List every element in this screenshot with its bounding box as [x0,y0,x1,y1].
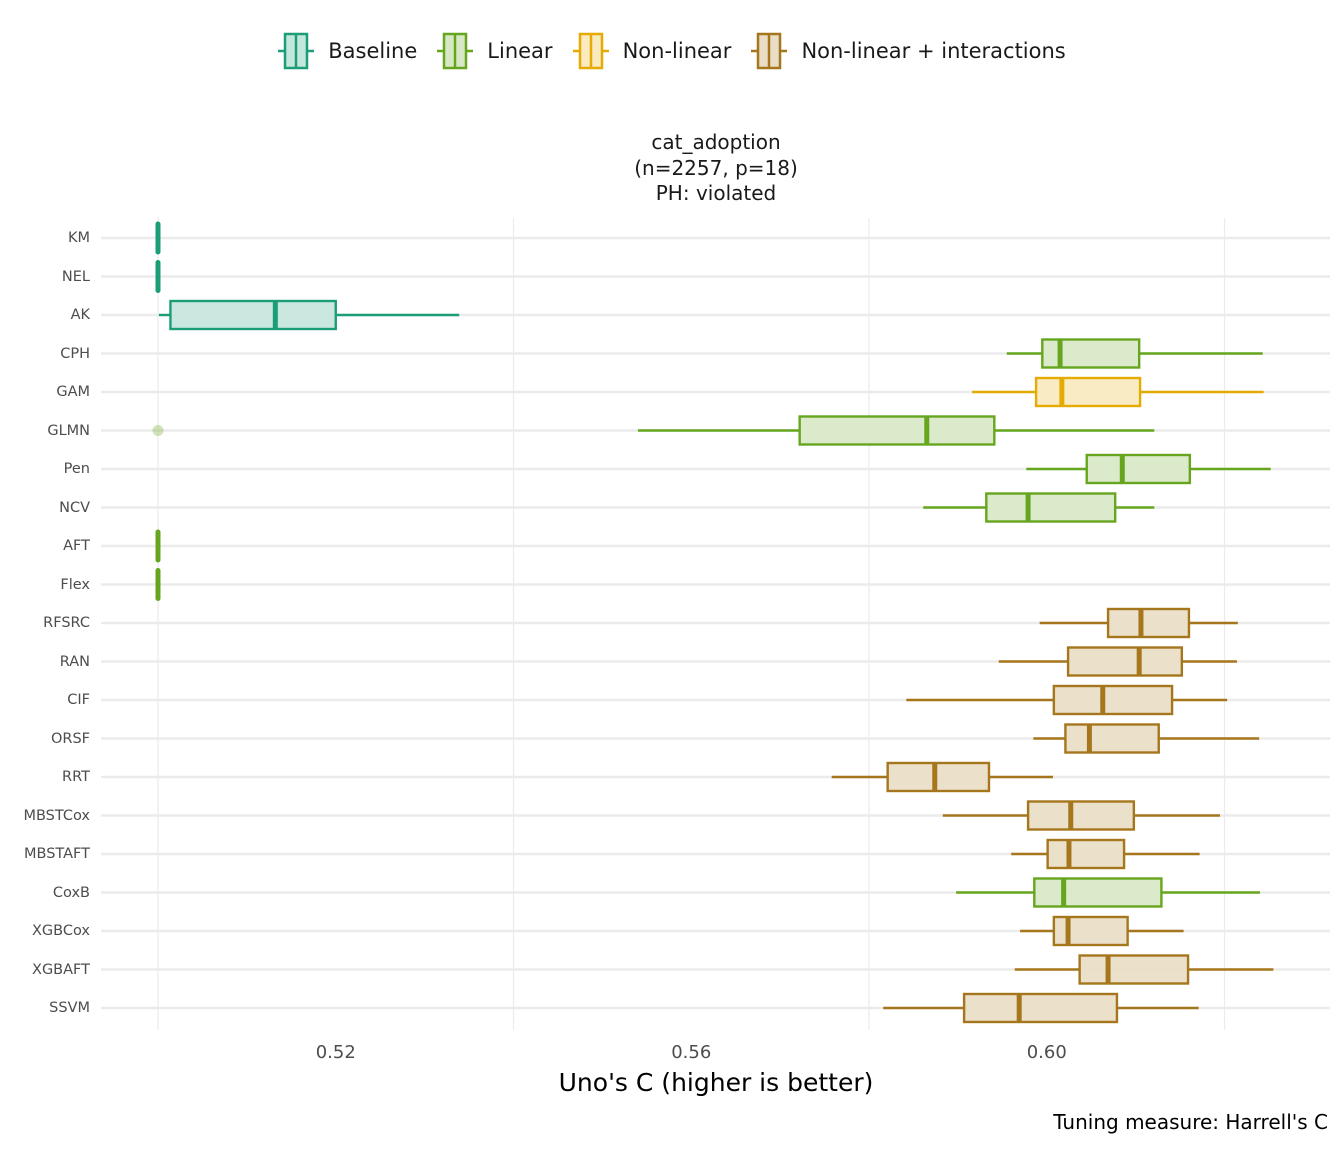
y-tick-label: RAN [59,653,90,670]
y-tick-label: MBSTAFT [23,846,90,862]
box-CoxB [1033,877,1163,908]
box-Pen [1085,453,1192,485]
legend: Baseline Linear Non-linear Non-linear + … [0,32,1344,70]
y-tick-label: RRT [62,769,90,785]
y-tick-label: GAM [56,384,90,400]
legend-label: Non-linear + interactions [801,39,1066,63]
box-RAN [1066,646,1184,677]
y-tick-label: SSVM [49,1000,90,1016]
caption: Tuning measure: Harrell's C [1053,1110,1328,1134]
legend-key-baseline [278,32,315,70]
box-RFSRC [1106,607,1191,639]
y-tick-label: NEL [61,268,90,285]
outlier-point-GLMN [152,425,164,436]
box-XGBAFT [1078,954,1190,985]
box-GAM [1034,376,1142,408]
box-AK [169,299,337,331]
x-tick-label: 0.60 [1026,1042,1067,1063]
box-CPH [1041,338,1141,369]
box-XGBCox [1052,915,1129,947]
y-tick-label: AK [70,307,90,323]
box-MBSTCox [1026,800,1136,831]
legend-key-linear [437,32,474,70]
y-tick-label: KM [67,230,90,246]
legend-item-non-linear: Non-linear [572,32,732,70]
box-RRT [886,761,991,793]
y-tick-label: Pen [63,461,90,477]
legend-label: Linear [487,39,553,63]
y-tick-label: XGBCox [32,923,90,939]
box-MBSTAFT [1046,838,1126,870]
legend-item-baseline: Baseline [278,32,417,70]
legend-item-non-linear-interactions: Non-linear + interactions [751,32,1066,70]
y-tick-label: ORSF [50,730,90,747]
legend-key-non-linear [572,32,609,70]
y-tick-label: CIF [67,692,90,708]
y-tick-label: MBSTCox [23,807,90,824]
box-CIF [1052,684,1174,716]
chart-title: cat_adoption (n=2257, p=18) PH: violated [516,130,916,207]
y-tick-label: CPH [60,345,90,362]
y-tick-label: RFSRC [43,615,90,631]
legend-label: Baseline [328,39,418,63]
legend-key-non-linear-interactions [751,32,788,70]
x-tick-label: 0.56 [671,1042,712,1063]
y-tick-label: NCV [59,499,90,516]
box-ORSF [1064,723,1160,754]
title-line-dataset: cat_adoption [651,130,781,154]
y-tick-label: GLMN [47,422,90,439]
x-tick-label: 0.52 [315,1042,356,1063]
box-SSVM [962,992,1119,1024]
legend-item-linear: Linear [437,32,553,70]
y-tick-label: CoxB [52,884,90,901]
title-line-ph: PH: violated [655,181,777,205]
box-GLMN [798,415,996,446]
y-tick-label: Flex [60,576,90,593]
y-tick-label: XGBAFT [32,961,90,978]
y-tick-label: AFT [63,538,90,554]
box-NCV [985,492,1117,523]
legend-label: Non-linear [622,39,732,63]
title-line-dims: (n=2257, p=18) [634,155,798,180]
x-axis-title: Uno's C (higher is better) [558,1068,874,1097]
